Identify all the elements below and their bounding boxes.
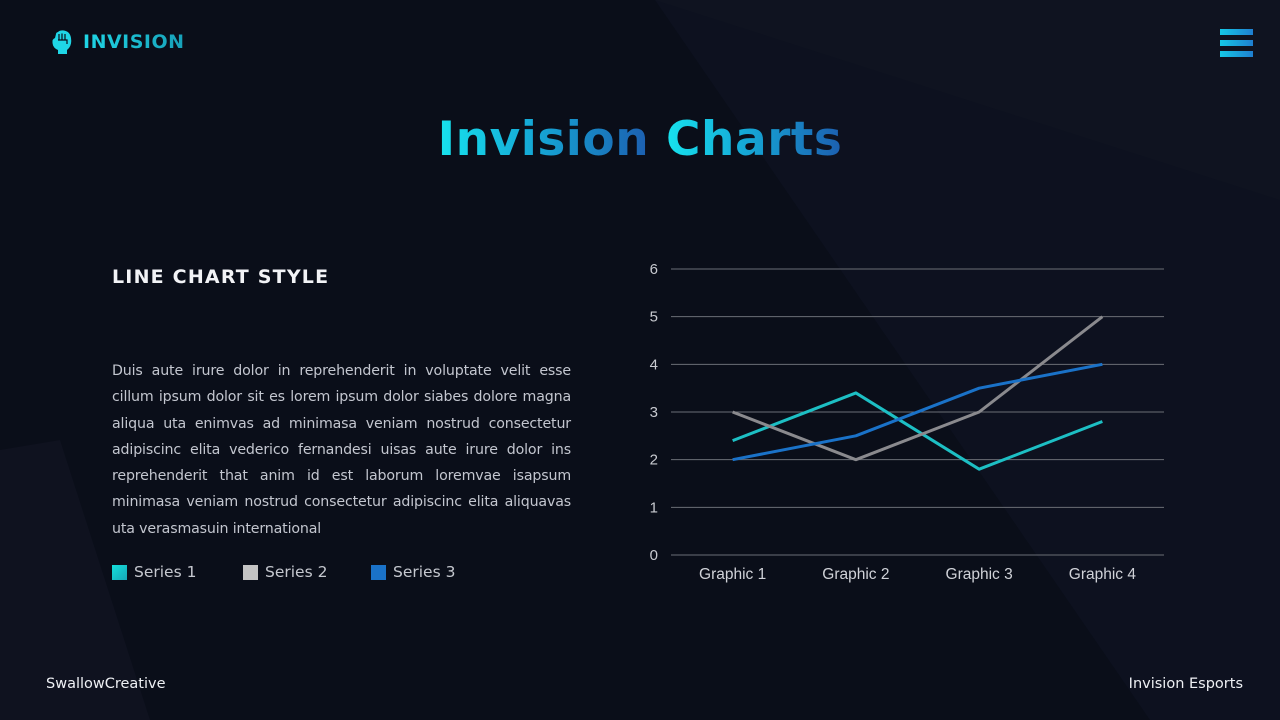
title-part-2: Charts: [666, 112, 843, 167]
body-paragraph: Duis aute irure dolor in reprehenderit i…: [112, 363, 571, 537]
legend-label: Series 3: [393, 563, 456, 581]
y-tick-label: 3: [650, 404, 658, 421]
y-tick-label: 6: [650, 261, 658, 278]
x-tick-label: Graphic 1: [699, 566, 766, 583]
x-tick-label: Graphic 2: [822, 566, 889, 583]
legend-item-series-2[interactable]: Series 2: [243, 563, 371, 581]
series-line-series-2[interactable]: [732, 315, 1104, 462]
series-line-series-1[interactable]: [732, 391, 1103, 471]
y-tick-label: 2: [650, 452, 658, 469]
y-tick-label: 1: [650, 499, 658, 516]
line-chart: 0 1 2 3 4 5 6 Graphic 1 Graphic 2 Graphic 3 Graphi…: [650, 261, 1164, 583]
page-title: Invision Charts: [0, 112, 1280, 167]
footer-brand: Invision Esports: [1128, 676, 1243, 692]
legend-item-series-3[interactable]: Series 3: [371, 563, 455, 581]
footer-credit: SwallowCreative: [46, 676, 166, 692]
section-subtitle: LINE CHART STYLE: [112, 266, 330, 288]
menu-bar: [1220, 29, 1253, 35]
series-line-series-3[interactable]: [732, 362, 1103, 462]
legend-item-series-1[interactable]: Series 1: [112, 563, 243, 581]
legend-swatch-blue-icon: [371, 564, 386, 580]
y-tick-label: 0: [650, 547, 658, 564]
fist-icon: [52, 30, 72, 54]
legend-swatch-teal-icon: [112, 564, 127, 580]
chart-legend: Series 1 Series 2 Series 3: [112, 563, 455, 581]
y-tick-label: 4: [650, 356, 658, 373]
menu-bar: [1220, 40, 1253, 46]
legend-label: Series 1: [134, 563, 197, 581]
legend-label: Series 2: [265, 563, 328, 581]
menu-bar: [1220, 51, 1253, 57]
brand-name: INVISION: [83, 31, 185, 53]
y-tick-label: 5: [650, 309, 658, 326]
x-tick-label: Graphic 4: [1069, 566, 1137, 583]
x-tick-label: Graphic 3: [946, 566, 1013, 583]
legend-swatch-gray-icon: [243, 564, 258, 580]
brand-logo[interactable]: INVISION: [50, 29, 185, 55]
title-part-1: Invision: [437, 112, 650, 167]
hamburger-menu-icon[interactable]: [1220, 29, 1253, 57]
